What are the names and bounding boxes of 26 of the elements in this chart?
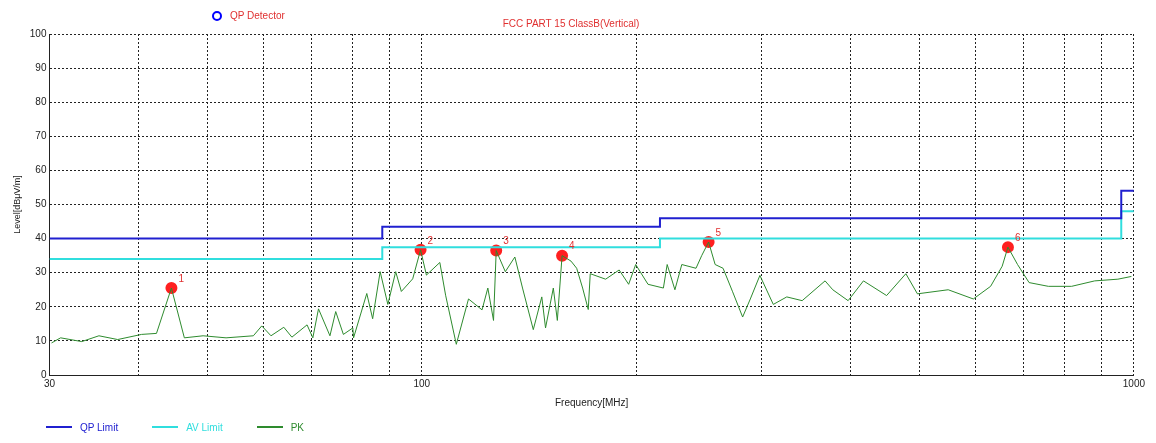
annotation: 5 xyxy=(715,226,722,238)
y-tick-label: 100 xyxy=(29,27,47,39)
y-tick-label: 60 xyxy=(35,164,47,176)
annotation: 3 xyxy=(503,235,510,247)
y-tick-label: 50 xyxy=(35,198,47,210)
y-axis-title: Level[dBμV/m] xyxy=(11,175,22,234)
x-axis-title: Frequency[MHz] xyxy=(555,396,629,408)
y-tick-label: 10 xyxy=(35,334,47,346)
y-tick-label: 30 xyxy=(35,266,47,278)
y-tick-label: 90 xyxy=(35,61,47,73)
annotation: 1 xyxy=(178,272,185,284)
y-tick-label: 80 xyxy=(35,95,47,107)
y-tick-label: 20 xyxy=(35,300,47,312)
y-tick-label: 40 xyxy=(35,232,47,244)
x-tick-label: 100 xyxy=(413,377,431,389)
y-tick-label: 70 xyxy=(35,130,47,142)
annotation: 2 xyxy=(427,234,434,246)
x-tick-label: 1000 xyxy=(1122,377,1146,389)
legend-label: AV Limit xyxy=(185,421,223,433)
x-tick-label: 30 xyxy=(43,377,56,389)
legend-label: PK xyxy=(289,421,305,433)
chart-title: FCC PART 15 ClassB(Vertical) xyxy=(502,17,640,29)
y-tick-label: 0 xyxy=(40,368,47,380)
legend-label: QP Detector xyxy=(229,10,285,21)
legend-label: QP Limit xyxy=(79,421,119,433)
annotation: 6 xyxy=(1014,231,1021,243)
